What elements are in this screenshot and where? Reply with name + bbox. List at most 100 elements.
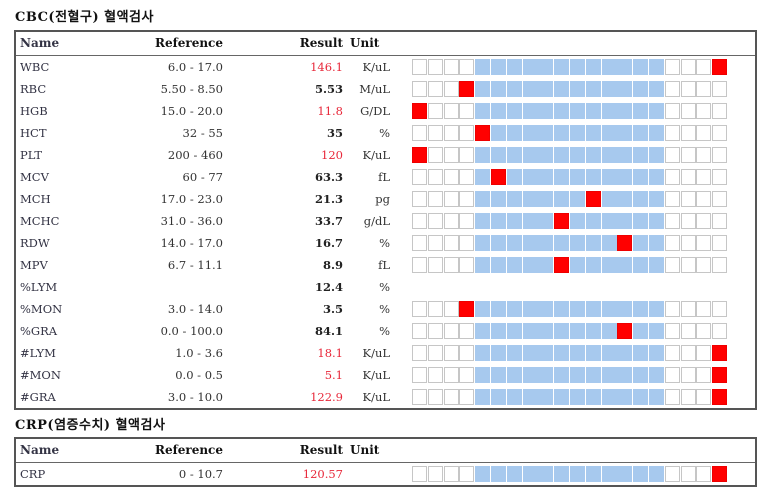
- range-cell: [475, 59, 491, 75]
- range-bar: [412, 257, 728, 273]
- range-cell: [696, 59, 712, 75]
- range-cell: [569, 191, 585, 207]
- range-cell: [443, 301, 459, 317]
- range-cell: [443, 191, 459, 207]
- range-cell: [443, 213, 459, 229]
- range-cell: [569, 147, 585, 163]
- range-cell: [490, 147, 506, 163]
- table-row: MCH 17.0 - 23.0 21.3 pg: [16, 188, 755, 210]
- unit: fL: [378, 170, 390, 184]
- range-cell: [554, 125, 570, 141]
- range-cell: [601, 103, 617, 119]
- range-cell: [569, 323, 585, 339]
- range-cell: [427, 466, 443, 482]
- result-value: 12.4: [314, 280, 343, 294]
- range-cell: [712, 323, 728, 339]
- range-cell: [585, 257, 601, 273]
- reference-range: 1.0 - 3.6: [175, 346, 223, 360]
- range-cell: [443, 367, 459, 383]
- range-cell: [617, 103, 633, 119]
- range-cell: [569, 257, 585, 273]
- range-cell: [459, 125, 475, 141]
- result-value: 122.9: [310, 390, 343, 404]
- range-cell: [427, 59, 443, 75]
- range-cell: [427, 367, 443, 383]
- range-cell: [712, 213, 728, 229]
- range-cell: [680, 466, 696, 482]
- range-marker: [712, 345, 728, 361]
- range-cell: [443, 389, 459, 405]
- range-cell: [412, 169, 427, 185]
- range-cell: [696, 235, 712, 251]
- range-cell: [569, 213, 585, 229]
- reference-range: 6.0 - 17.0: [167, 60, 223, 74]
- range-cell: [554, 191, 570, 207]
- header-result: Result: [299, 36, 343, 50]
- range-cell: [664, 147, 680, 163]
- result-value: 146.1: [310, 60, 343, 74]
- range-cell: [585, 169, 601, 185]
- range-cell: [522, 367, 538, 383]
- reference-range: 14.0 - 17.0: [160, 236, 223, 250]
- range-cell: [648, 389, 664, 405]
- range-cell: [601, 147, 617, 163]
- range-cell: [506, 59, 522, 75]
- range-cell: [459, 367, 475, 383]
- range-cell: [696, 81, 712, 97]
- result-value: 18.1: [317, 346, 343, 360]
- range-cell: [538, 301, 554, 317]
- range-cell: [554, 81, 570, 97]
- crp-table: Name Reference Result Unit CRP 0 - 10.7 …: [14, 437, 757, 487]
- range-cell: [585, 59, 601, 75]
- unit: pg: [375, 192, 390, 206]
- range-cell: [664, 125, 680, 141]
- range-bar: [412, 147, 728, 163]
- range-cell: [443, 147, 459, 163]
- range-cell: [648, 466, 664, 482]
- range-cell: [569, 169, 585, 185]
- range-cell: [506, 81, 522, 97]
- range-cell: [696, 367, 712, 383]
- range-cell: [538, 345, 554, 361]
- range-cell: [490, 59, 506, 75]
- range-cell: [427, 213, 443, 229]
- range-cell: [522, 103, 538, 119]
- range-cell: [569, 59, 585, 75]
- range-cell: [459, 191, 475, 207]
- range-cell: [585, 125, 601, 141]
- range-cell: [601, 466, 617, 482]
- range-marker: [712, 59, 728, 75]
- range-cell: [633, 367, 649, 383]
- range-cell: [475, 103, 491, 119]
- unit: M/uL: [359, 82, 390, 96]
- range-cell: [633, 389, 649, 405]
- range-cell: [585, 81, 601, 97]
- range-cell: [427, 235, 443, 251]
- range-cell: [569, 125, 585, 141]
- range-cell: [712, 257, 728, 273]
- range-cell: [696, 466, 712, 482]
- range-cell: [538, 147, 554, 163]
- range-cell: [664, 235, 680, 251]
- range-cell: [712, 169, 728, 185]
- range-cell: [506, 257, 522, 273]
- range-cell: [427, 389, 443, 405]
- range-cell: [648, 125, 664, 141]
- test-name: CRP: [20, 467, 46, 481]
- range-cell: [443, 235, 459, 251]
- range-cell: [617, 257, 633, 273]
- range-cell: [490, 466, 506, 482]
- result-value: 120.57: [302, 467, 343, 481]
- range-cell: [427, 345, 443, 361]
- range-cell: [427, 191, 443, 207]
- result-value: 21.3: [314, 192, 343, 206]
- range-cell: [680, 125, 696, 141]
- range-cell: [459, 257, 475, 273]
- range-cell: [585, 235, 601, 251]
- range-cell: [506, 389, 522, 405]
- range-cell: [554, 103, 570, 119]
- range-cell: [412, 191, 427, 207]
- range-cell: [569, 301, 585, 317]
- range-cell: [490, 191, 506, 207]
- range-cell: [633, 169, 649, 185]
